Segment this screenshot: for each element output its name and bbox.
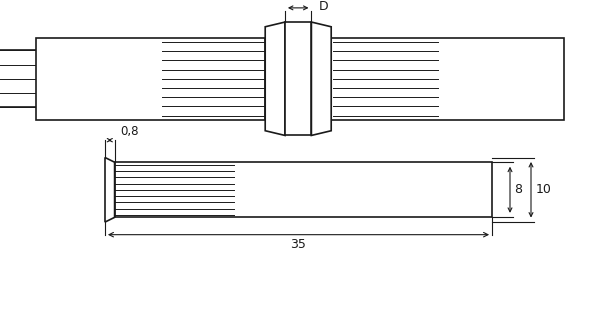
Text: 0,8: 0,8 [121, 125, 139, 138]
Polygon shape [105, 158, 115, 222]
Bar [36, 38, 265, 120]
Polygon shape [311, 22, 331, 135]
Polygon shape [265, 22, 285, 135]
Text: 35: 35 [290, 238, 307, 251]
Text: 10: 10 [535, 183, 551, 196]
Bar [331, 38, 564, 120]
Bar [285, 22, 311, 135]
Text: D: D [319, 0, 329, 13]
Text: 8: 8 [514, 183, 522, 196]
Bar [115, 162, 492, 217]
